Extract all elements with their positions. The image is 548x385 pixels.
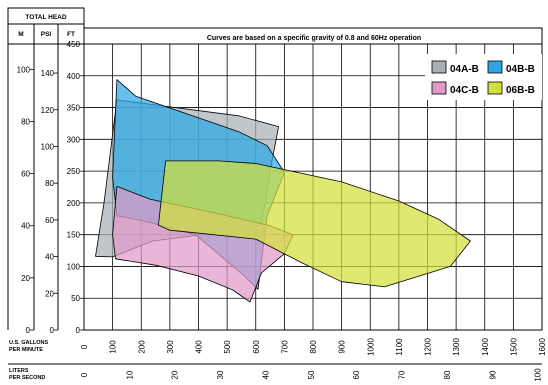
- m-axis-tick-label: 0: [26, 326, 31, 335]
- legend: 04A-B 04B-B 04C-B 06B-B: [425, 54, 542, 100]
- psi-axis-tick-label: 20: [45, 289, 54, 298]
- header-labels: TOTAL HEAD M PSI FT: [18, 14, 75, 38]
- legend-label-06b-b: 06B-B: [506, 85, 535, 96]
- psi-axis-tick-label: 120: [41, 106, 55, 115]
- psi-axis-tick-label: 60: [45, 216, 54, 225]
- gpm-axis-tick-label: 500: [223, 340, 232, 354]
- ft-axis-tick-label: 50: [71, 294, 80, 303]
- ft-axis-tick-label: 400: [67, 72, 81, 81]
- series-area-06b-b: [157, 160, 471, 288]
- psi-axis-tick-label: 100: [41, 142, 55, 151]
- series-layer: [95, 79, 471, 303]
- legend-label-04a-b: 04A-B: [450, 64, 479, 75]
- lps-axis-tick-label: 90: [488, 370, 497, 379]
- gpm-axis-tick-label: 1400: [481, 338, 490, 356]
- psi-axis-tick-label: 40: [45, 253, 54, 262]
- gpm-axis-tick-label: 300: [166, 340, 175, 354]
- gpm-axis-tick-label: 600: [252, 340, 261, 354]
- header-ft: FT: [67, 31, 75, 38]
- lps-axis-tick-label: 80: [443, 370, 452, 379]
- lps-axis-tick-label: 60: [352, 370, 361, 379]
- m-axis-tick-label: 80: [21, 117, 30, 126]
- legend-label-04c-b: 04C-B: [450, 85, 479, 96]
- gpm-axis-tick-label: 800: [309, 340, 318, 354]
- lps-axis-tick-label: 40: [262, 370, 271, 379]
- lps-axis-tick-label: 20: [171, 370, 180, 379]
- gpm-axis-tick-label: 400: [195, 340, 204, 354]
- gpm-axis-tick-label: 900: [338, 340, 347, 354]
- legend-swatch-04a-b: [431, 60, 447, 74]
- m-axis-tick-label: 40: [21, 222, 30, 231]
- lps-axis-tick-label: 50: [307, 370, 316, 379]
- gpm-axis-ticks: 0 100 200 300 400 500 600 700 800 900 1000 1100 1200…: [80, 338, 547, 356]
- gpm-axis-label-line1: U.S. GALLONS: [9, 340, 48, 346]
- ft-axis-tick-label: 450: [67, 40, 81, 49]
- psi-axis-tick-label: 80: [45, 179, 54, 188]
- gpm-axis-tick-label: 1100: [395, 338, 404, 356]
- gpm-axis-tick-label: 1000: [366, 338, 375, 356]
- ft-axis-tick-label: 200: [67, 199, 81, 208]
- m-axis-tick-label: 100: [17, 65, 31, 74]
- legend-label-04b-b: 04B-B: [506, 64, 535, 75]
- gpm-axis-tick-label: 1600: [538, 338, 547, 356]
- gpm-axis-tick-label: 200: [137, 340, 146, 354]
- bottom-axis-frame: [8, 329, 542, 365]
- gpm-axis-label-line2: PER MINUTE: [9, 347, 43, 353]
- gpm-axis-tick-label: 700: [280, 340, 289, 354]
- psi-axis-ticks: 140 120 100 80 60 40 20 0: [41, 69, 58, 335]
- gpm-axis-tick-label: 0: [80, 344, 89, 349]
- legend-swatch-04c-b: [431, 81, 447, 95]
- psi-axis-tick-label: 140: [41, 69, 55, 78]
- lps-axis-ticks: 0 10 20 30 40 50 60 70 80 90 100: [80, 368, 543, 382]
- legend-swatch-06b-b: [487, 81, 503, 95]
- gpm-axis-tick-label: 100: [109, 340, 118, 354]
- psi-axis-tick-label: 0: [50, 326, 55, 335]
- ft-axis-tick-label: 150: [67, 231, 81, 240]
- ft-axis-tick-label: 350: [67, 104, 81, 113]
- lps-axis-tick-label: 10: [125, 370, 134, 379]
- gpm-axis-tick-label: 1200: [424, 338, 433, 356]
- header-psi: PSI: [41, 31, 52, 38]
- m-axis-tick-label: 60: [21, 170, 30, 179]
- ft-axis-tick-label: 0: [76, 326, 81, 335]
- legend-swatch-04b-b: [487, 60, 503, 74]
- m-axis-ticks: 100 80 60 40 20 0: [17, 65, 34, 335]
- lps-axis-tick-label: 0: [80, 372, 89, 377]
- header-total-head: TOTAL HEAD: [25, 14, 66, 21]
- ft-axis-tick-label: 100: [67, 262, 81, 271]
- gpm-axis-tick-label: 1500: [509, 338, 518, 356]
- ft-axis-ticks: 450 400 350 300 250 200 150 100 50 0: [67, 40, 84, 335]
- lps-axis-tick-label: 100: [534, 368, 543, 382]
- lps-axis-tick-label: 70: [398, 370, 407, 379]
- header-m: M: [18, 31, 23, 38]
- lps-axis-label-line1: LITERS: [9, 368, 29, 374]
- ft-axis-tick-label: 250: [67, 167, 81, 176]
- lps-axis-label-line2: PER SECOND: [9, 375, 45, 381]
- chart-title: Curves are based on a specific gravity o…: [207, 35, 421, 42]
- lps-axis-tick-label: 30: [216, 370, 225, 379]
- gpm-axis-tick-label: 1300: [452, 338, 461, 356]
- ft-axis-tick-label: 300: [67, 135, 81, 144]
- m-axis-tick-label: 20: [21, 274, 30, 283]
